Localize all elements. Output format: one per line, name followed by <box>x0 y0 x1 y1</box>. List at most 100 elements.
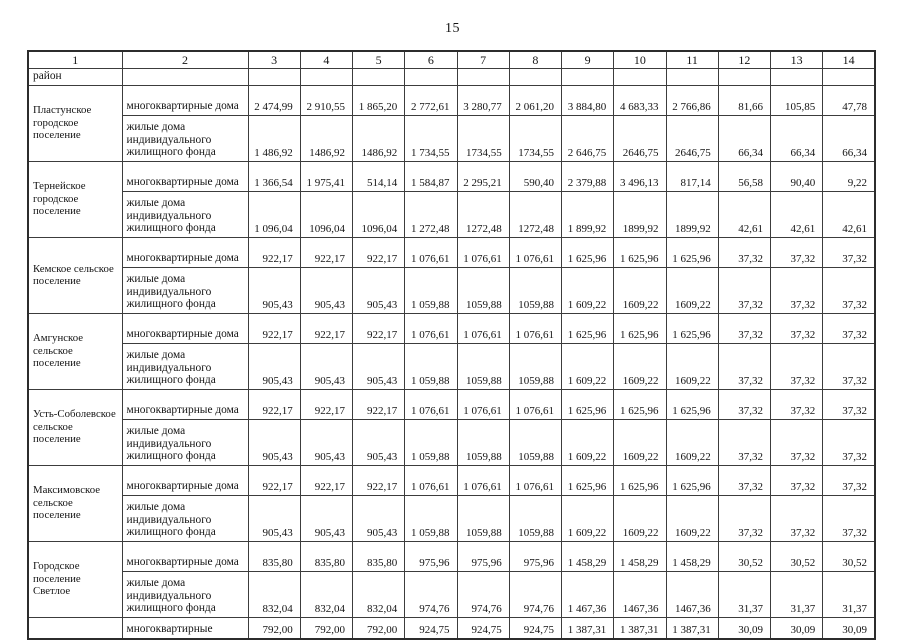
value-cell: 37,32 <box>769 343 824 391</box>
value-cell: 1486,92 <box>299 115 354 163</box>
empty-cell <box>456 67 510 87</box>
value-cell: 1 625,96 <box>665 465 719 497</box>
value-cell: 1 076,61 <box>456 237 510 269</box>
value-cell: 1096,04 <box>299 191 354 239</box>
value-cell: 2646,75 <box>613 115 667 163</box>
value-cell: 9,22 <box>822 161 876 193</box>
locality-cell: Амгунское сельское поселение <box>27 313 123 391</box>
value-cell: 37,32 <box>717 267 772 315</box>
value-cell: 1 458,29 <box>560 541 615 573</box>
table-row: жилые дома индивидуального жилищного фон… <box>28 191 876 239</box>
value-cell: 905,43 <box>351 495 406 543</box>
value-cell: 905,43 <box>351 343 406 391</box>
value-cell: 905,43 <box>299 343 354 391</box>
empty-cell <box>299 67 354 87</box>
value-cell: 37,32 <box>822 237 876 269</box>
table-row: Максимовское сельское поселение многоквар… <box>27 465 876 543</box>
value-cell: 2 295,21 <box>456 161 510 193</box>
value-cell: 1 899,92 <box>560 191 615 239</box>
value-cell: 1059,88 <box>508 495 563 543</box>
value-cell: 1 458,29 <box>613 541 667 573</box>
housing-type-cell: многоквартирные дома <box>121 465 249 497</box>
value-cell: 590,40 <box>508 161 563 193</box>
locality-cell: Кемское сельское поселение <box>27 237 123 315</box>
empty-cell <box>665 67 719 87</box>
value-cell: 31,37 <box>717 571 772 619</box>
header-cell: 13 <box>769 50 824 69</box>
value-cell: 1 625,96 <box>665 389 719 421</box>
housing-type-cell: жилые дома индивидуального жилищного фон… <box>121 343 249 391</box>
value-cell: 2 766,86 <box>665 85 719 117</box>
value-cell: 3 280,77 <box>456 85 510 117</box>
locality-cell: Городское поселение Светлое <box>27 541 123 619</box>
value-cell: 1467,36 <box>613 571 667 619</box>
value-cell: 1 625,96 <box>560 237 615 269</box>
value-cell: 37,32 <box>769 389 824 421</box>
value-cell: 1 076,61 <box>404 313 458 345</box>
value-cell: 905,43 <box>247 495 301 543</box>
value-cell: 37,32 <box>769 495 824 543</box>
value-cell: 37,32 <box>822 267 876 315</box>
table-row: жилые дома индивидуального жилищного фон… <box>28 343 876 391</box>
value-cell: 37,32 <box>822 313 876 345</box>
district-label-cell: район <box>27 67 123 87</box>
housing-type-cell: жилые дома индивидуального жилищного фон… <box>121 267 249 315</box>
value-cell: 1059,88 <box>456 495 510 543</box>
value-cell: 1272,48 <box>456 191 510 239</box>
empty-cell <box>560 67 615 87</box>
value-cell: 974,76 <box>404 571 458 619</box>
header-cell: 12 <box>717 50 772 69</box>
value-cell: 905,43 <box>351 419 406 467</box>
value-cell: 31,37 <box>769 571 824 619</box>
value-cell: 30,52 <box>822 541 876 573</box>
value-cell: 1 609,22 <box>560 495 615 543</box>
value-cell: 975,96 <box>508 541 563 573</box>
table-row: жилые дома индивидуального жилищного фон… <box>28 571 876 619</box>
value-cell: 37,32 <box>717 495 772 543</box>
value-cell: 1 609,22 <box>560 419 615 467</box>
value-cell: 1609,22 <box>665 267 719 315</box>
value-cell: 1 387,31 <box>560 617 615 640</box>
value-cell: 37,32 <box>717 343 772 391</box>
value-cell: 37,32 <box>822 343 876 391</box>
value-cell: 4 683,33 <box>613 85 667 117</box>
value-cell: 30,09 <box>822 617 876 640</box>
housing-type-cell: многоквартирные дома <box>121 541 249 573</box>
value-cell: 1 076,61 <box>508 237 563 269</box>
value-cell: 90,40 <box>769 161 824 193</box>
table-row: жилые дома индивидуального жилищного фон… <box>28 495 876 543</box>
empty-cell <box>404 67 458 87</box>
housing-type-cell: жилые дома индивидуального жилищного фон… <box>121 115 249 163</box>
value-cell: 1096,04 <box>351 191 406 239</box>
empty-cell <box>717 67 772 87</box>
value-cell: 922,17 <box>247 465 301 497</box>
value-cell: 1059,88 <box>456 419 510 467</box>
value-cell: 1 584,87 <box>404 161 458 193</box>
column-number-row: 1 2 3 4 5 6 7 8 9 10 11 12 13 14 <box>27 50 876 69</box>
value-cell: 922,17 <box>351 389 406 421</box>
value-cell: 1 076,61 <box>456 389 510 421</box>
value-cell: 2 772,61 <box>404 85 458 117</box>
value-cell: 1 076,61 <box>508 465 563 497</box>
housing-type-cell: жилые дома индивидуального жилищного фон… <box>121 191 249 239</box>
housing-type-cell: жилые дома индивидуального жилищного фон… <box>121 495 249 543</box>
header-cell: 14 <box>822 50 876 69</box>
header-cell: 9 <box>560 50 615 69</box>
value-cell: 1 272,48 <box>404 191 458 239</box>
value-cell: 1 076,61 <box>456 465 510 497</box>
value-cell: 1609,22 <box>613 343 667 391</box>
value-cell: 2 379,88 <box>560 161 615 193</box>
value-cell: 1609,22 <box>665 419 719 467</box>
value-cell: 924,75 <box>456 617 510 640</box>
value-cell: 1899,92 <box>665 191 719 239</box>
value-cell: 1 625,96 <box>613 237 667 269</box>
value-cell: 42,61 <box>769 191 824 239</box>
value-cell: 1734,55 <box>508 115 563 163</box>
value-cell: 2 646,75 <box>560 115 615 163</box>
header-cell: 6 <box>404 50 458 69</box>
value-cell: 974,76 <box>456 571 510 619</box>
value-cell: 37,32 <box>717 419 772 467</box>
value-cell: 1059,88 <box>456 267 510 315</box>
value-cell: 1 387,31 <box>665 617 719 640</box>
value-cell: 56,58 <box>717 161 772 193</box>
